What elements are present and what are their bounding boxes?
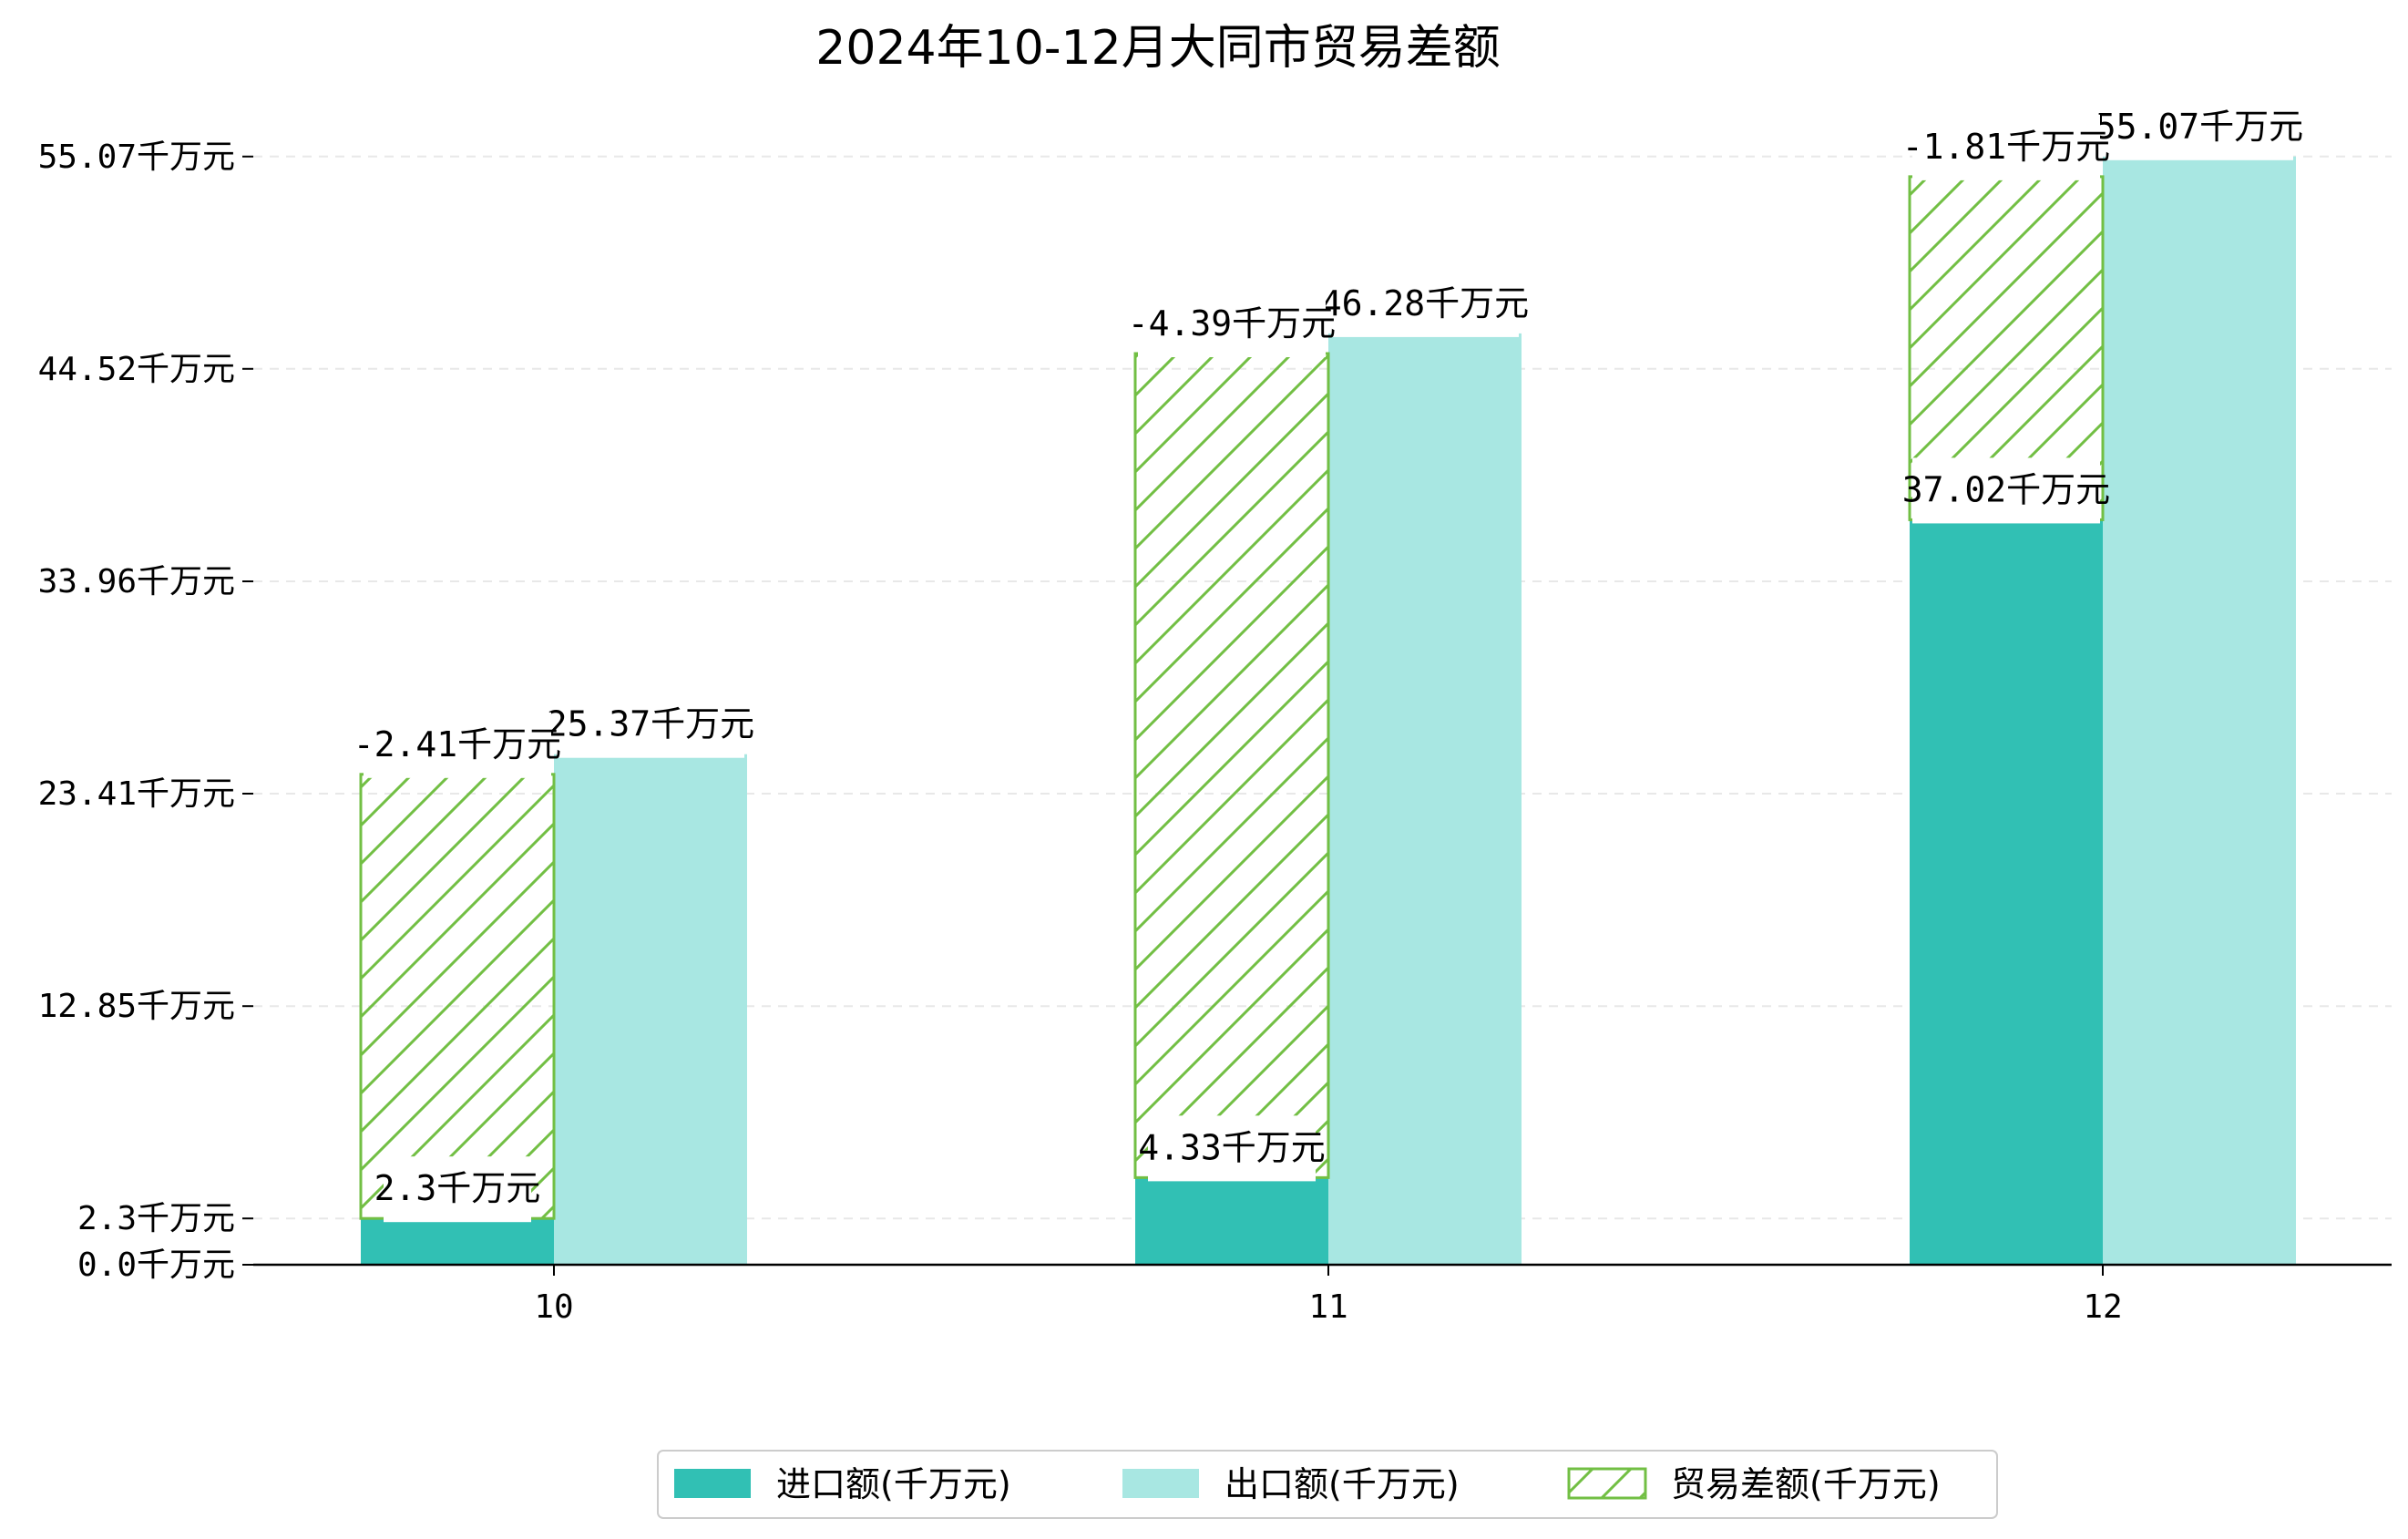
data-label: -2.41千万元: [354, 724, 561, 764]
data-label-box: [1331, 271, 1519, 337]
legend-label[interactable]: 进口额(千万元): [776, 1464, 1011, 1504]
legend-swatch: [1567, 1467, 1647, 1500]
chart-title: 2024年10-12月大同市贸易差额: [815, 21, 1500, 76]
legend-label[interactable]: 贸易差额(千万元): [1671, 1464, 1941, 1504]
y-tick-label: 44.52千万元: [38, 351, 235, 388]
bar-export: [2103, 156, 2296, 1265]
bar-trade-balance: [1133, 352, 1330, 1179]
data-label-box: [2106, 94, 2293, 160]
y-tick-label: 23.41千万元: [38, 775, 235, 813]
data-label-box: [557, 692, 744, 758]
data-label-box: [1148, 1115, 1316, 1182]
data-label: 37.02千万元: [1902, 469, 2110, 509]
data-label-box: [1138, 292, 1326, 358]
legend-label[interactable]: 出口额(千万元): [1224, 1464, 1460, 1504]
bar-export: [1328, 333, 1522, 1265]
y-tick-label: 55.07千万元: [38, 139, 235, 176]
data-label: -1.81千万元: [1902, 127, 2110, 167]
data-labels: 25.37千万元-2.41千万元 2.3千万元 46.28千万元-4.39千万元 4.…: [354, 94, 2303, 1223]
legend-swatch: [674, 1469, 751, 1498]
bar-import: [361, 1218, 554, 1265]
data-label: 4.33千万元: [1138, 1127, 1326, 1167]
y-tick-label: 2.3千万元: [77, 1200, 235, 1237]
legend-box: [657, 1450, 1998, 1519]
y-tick-label: 33.96千万元: [38, 563, 235, 600]
y-tick-label: 0.0千万元: [77, 1247, 235, 1284]
x-tick-label: 11: [1308, 1288, 1347, 1326]
data-label-box: [1912, 457, 2100, 524]
y-tick-label: 12.85千万元: [38, 988, 235, 1025]
data-label: 2.3千万元: [374, 1168, 541, 1208]
data-label: 25.37千万元: [547, 704, 754, 744]
data-label: 46.28千万元: [1321, 283, 1529, 323]
data-label-box: [1912, 114, 2100, 180]
bars: [359, 156, 2296, 1265]
data-label-box: [384, 1156, 531, 1223]
bar-import: [1135, 1177, 1328, 1265]
legend[interactable]: 进口额(千万元) 出口额(千万元) 贸易差额(千万元): [657, 1450, 1998, 1519]
axes: 0.0千万元 2.3千万元 12.85千万元 23.41千万元 33.96千万元 44.5…: [38, 139, 2392, 1326]
data-label: -4.39千万元: [1128, 303, 1336, 344]
legend-swatch: [1122, 1469, 1199, 1498]
bar-import: [1910, 519, 2103, 1265]
data-label: 55.07千万元: [2095, 107, 2303, 147]
bar-trade-balance: [359, 773, 556, 1220]
x-tick-label: 12: [2083, 1288, 2122, 1326]
data-label-box: [364, 712, 551, 778]
bar-export: [554, 754, 747, 1265]
x-tick-label: 10: [534, 1288, 573, 1326]
